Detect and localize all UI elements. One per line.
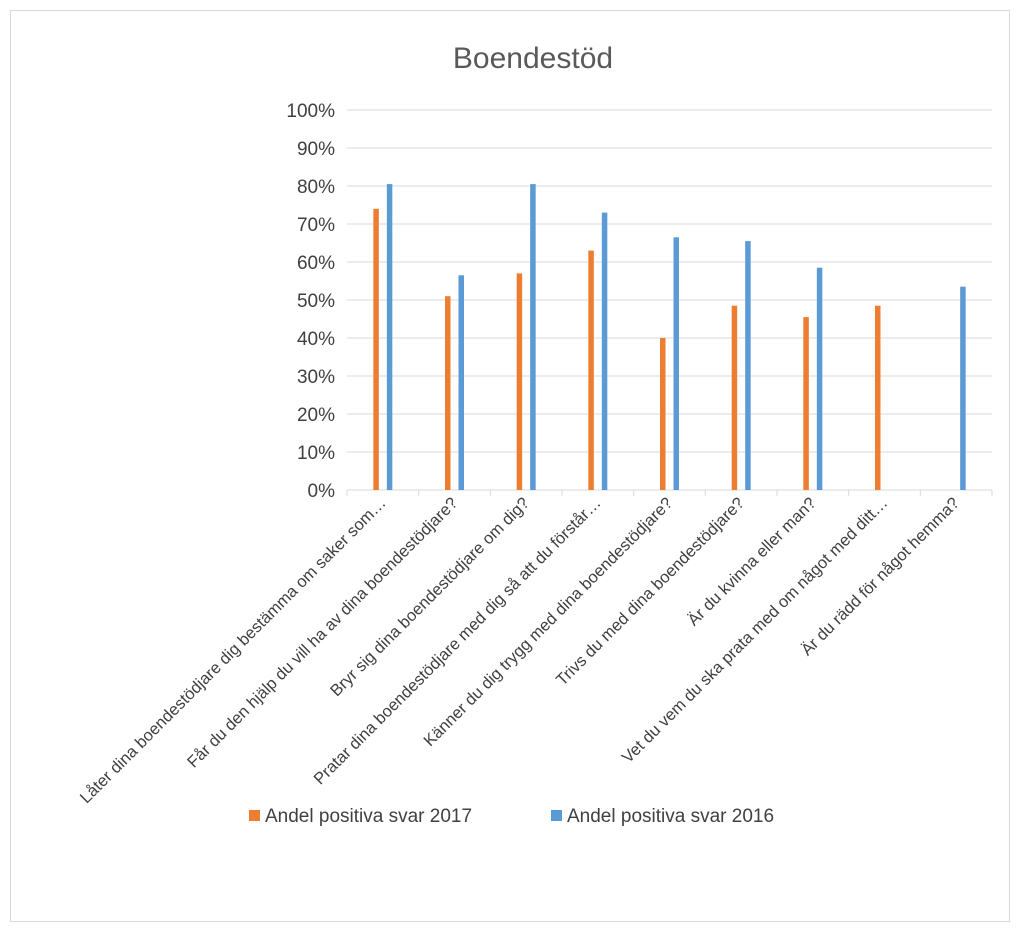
bar-series-1 [875, 305, 881, 490]
bar-series-2 [386, 184, 393, 490]
x-category-label: Känner du dig trygg med dina boendestödj… [420, 494, 676, 750]
bar-series-2 [745, 241, 751, 490]
x-category-label: Är du rädd för något hemma? [798, 494, 963, 659]
legend-swatch [249, 810, 260, 821]
y-tick-label: 80% [297, 177, 335, 198]
chart-title: Boendestöd [453, 42, 613, 75]
legend-swatch [551, 810, 562, 821]
x-category-label: Är du kvinna eller man? [684, 494, 819, 629]
y-tick-label: 30% [297, 367, 335, 388]
chart-frame [10, 10, 1010, 922]
y-tick-label: 40% [297, 329, 335, 350]
y-tick-label: 20% [297, 405, 335, 426]
y-axis-ticks: 0% 10% 20% 30% 40% 50% 60% 70% 80% 90% 100% [286, 101, 335, 502]
legend-label: Andel positiva svar 2016 [567, 806, 774, 827]
legend-label: Andel positiva svar 2017 [265, 806, 472, 827]
bar-series-1 [731, 305, 738, 490]
bar-series-1 [803, 317, 809, 490]
gridlines [346, 109, 993, 496]
y-tick-label: 70% [297, 215, 335, 236]
y-tick-label: 60% [297, 253, 335, 274]
y-tick-label: 10% [297, 443, 335, 464]
bar-series-2 [673, 237, 679, 490]
y-tick-label: 50% [297, 291, 335, 312]
bar-series-1 [516, 273, 523, 490]
y-tick-label: 0% [308, 481, 336, 502]
legend: Andel positiva svar 2017 Andel positiva s… [249, 806, 774, 827]
x-category-label: Vet du vem du ska prata med om något med… [619, 494, 892, 767]
bar-series-2 [458, 275, 464, 490]
bar-series-2 [601, 212, 608, 490]
y-tick-label: 90% [297, 139, 335, 160]
bars [373, 184, 966, 491]
bar-series-2 [960, 286, 966, 490]
x-axis-labels: Låter dina boendestödjare dig bestämma o… [77, 494, 963, 807]
bar-series-1 [660, 338, 666, 490]
x-category-label: Får du den hjälp du vill ha av dina boen… [184, 494, 461, 771]
y-tick-label: 100% [286, 101, 335, 122]
bar-series-1 [588, 250, 594, 490]
bar-series-1 [445, 296, 451, 490]
bar-series-2 [530, 184, 536, 490]
bar-series-2 [816, 267, 823, 490]
bar-series-1 [373, 208, 379, 491]
